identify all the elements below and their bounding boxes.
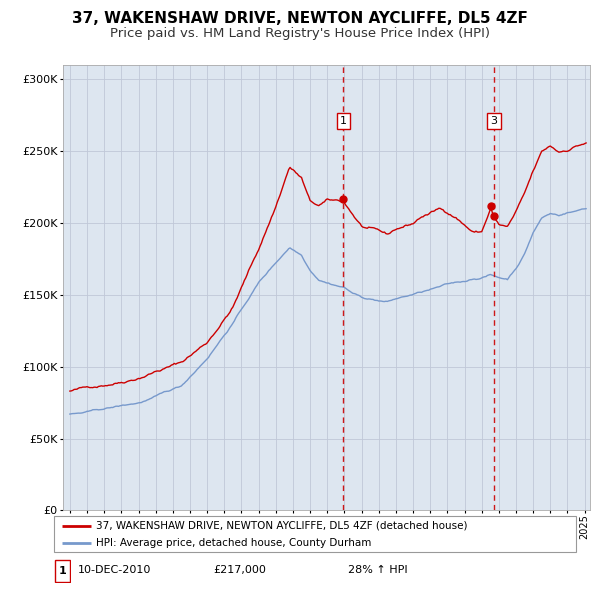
Text: 10-DEC-2010: 10-DEC-2010 <box>78 565 151 575</box>
Text: 1: 1 <box>340 116 347 126</box>
Text: £217,000: £217,000 <box>213 565 266 575</box>
Text: 28% ↑ HPI: 28% ↑ HPI <box>348 565 407 575</box>
Text: 37, WAKENSHAW DRIVE, NEWTON AYCLIFFE, DL5 4ZF: 37, WAKENSHAW DRIVE, NEWTON AYCLIFFE, DL… <box>72 11 528 27</box>
Text: HPI: Average price, detached house, County Durham: HPI: Average price, detached house, Coun… <box>96 538 371 548</box>
Text: 1: 1 <box>59 566 66 576</box>
Text: 3: 3 <box>490 116 497 126</box>
Text: Price paid vs. HM Land Registry's House Price Index (HPI): Price paid vs. HM Land Registry's House … <box>110 27 490 40</box>
Text: 37, WAKENSHAW DRIVE, NEWTON AYCLIFFE, DL5 4ZF (detached house): 37, WAKENSHAW DRIVE, NEWTON AYCLIFFE, DL… <box>96 520 467 530</box>
